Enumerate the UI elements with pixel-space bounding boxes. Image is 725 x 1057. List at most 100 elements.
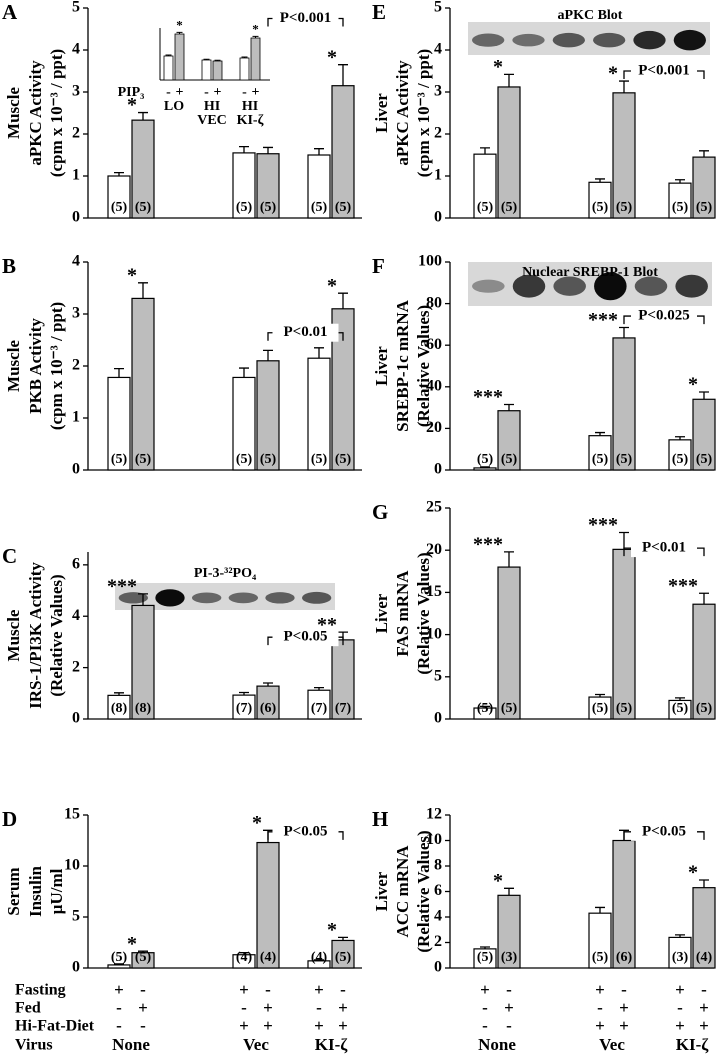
bracket-label-bg [272, 323, 339, 342]
condition-value: + [675, 980, 685, 999]
inset-bar [212, 60, 223, 81]
blot-band [118, 592, 148, 604]
n-label: (5) [592, 701, 609, 716]
inset-x-label: HI [204, 99, 220, 114]
condition-label: Fasting [15, 982, 66, 999]
y-axis-label: FAS mRNA [393, 570, 412, 657]
condition-value: - [316, 998, 322, 1017]
y-tick-label: 20 [426, 419, 442, 436]
bracket-label-bg [272, 628, 339, 647]
inset-error-bar [214, 59, 221, 61]
significance-star: * [493, 56, 503, 78]
inset-x-label: + [176, 85, 184, 100]
condition-value: + [595, 980, 605, 999]
bracket-label-bg [631, 822, 697, 841]
y-tick-label: 15 [64, 806, 80, 823]
inset-x-label: - [204, 85, 209, 100]
y-tick-label: 1 [434, 167, 442, 184]
virus-label: KI-ζ [315, 1035, 349, 1054]
n-label: (5) [616, 701, 633, 716]
n-label: (5) [260, 200, 277, 215]
n-label: (5) [236, 200, 253, 215]
y-tick-label: 4 [72, 607, 80, 624]
y-tick-label: 5 [72, 0, 80, 16]
y-tick-label: 0 [72, 959, 80, 976]
y-axis-label: Muscle [4, 340, 23, 392]
condition-value: - [241, 998, 247, 1017]
y-tick-label: 20 [426, 541, 442, 558]
significance-star: *** [588, 514, 618, 536]
n-label: (5) [592, 452, 609, 467]
error-bar [338, 64, 348, 86]
n-label: (5) [111, 950, 128, 965]
bracket-label-bg [631, 539, 697, 558]
inset-error-bar [241, 56, 248, 58]
inset-bar [250, 37, 261, 81]
condition-value: + [314, 1016, 324, 1035]
y-axis-label: Muscle [4, 87, 23, 139]
significance-star: *** [473, 533, 503, 555]
condition-value: + [595, 1016, 605, 1035]
n-label: (5) [236, 452, 253, 467]
bracket-label-bg [631, 307, 697, 326]
inset-bar [163, 55, 174, 81]
n-label: (5) [672, 200, 689, 215]
condition-value: - [340, 980, 346, 999]
n-label: (7) [311, 701, 328, 716]
y-axis-label: (Relative Values) [414, 830, 433, 952]
condition-value: - [506, 1016, 512, 1035]
n-label: (5) [135, 950, 152, 965]
error-bar [504, 73, 514, 87]
n-label: (6) [616, 950, 633, 965]
y-axis-label: Insulin [26, 865, 45, 917]
bar [107, 964, 131, 969]
y-tick-label: 10 [426, 625, 442, 642]
error-bar [114, 692, 124, 696]
y-tick-label: 3 [434, 83, 442, 100]
blot-band [634, 276, 668, 296]
y-tick-label: 0 [434, 209, 442, 226]
error-bar [480, 946, 490, 949]
significance-star: * [252, 812, 262, 834]
n-label: (4) [236, 950, 253, 965]
error-bar [675, 697, 685, 701]
panel-letter: G [372, 500, 388, 524]
n-label: (3) [501, 950, 518, 965]
inset-error-bar [203, 58, 210, 60]
n-label: (8) [135, 701, 152, 716]
condition-value: - [482, 1016, 488, 1035]
blot-band [552, 32, 585, 48]
y-tick-label: 6 [72, 556, 80, 573]
n-label: (5) [501, 452, 518, 467]
n-label: (4) [260, 950, 277, 965]
condition-value: - [621, 980, 627, 999]
blot-band [675, 274, 708, 298]
y-axis-label: (cpm x 10⁻³ / ppt) [47, 49, 66, 177]
blot-band [512, 33, 545, 47]
panel-letter: E [372, 0, 386, 24]
blot-band [633, 30, 666, 50]
n-label: (5) [616, 200, 633, 215]
bar [612, 839, 636, 969]
significance-star: * [327, 46, 337, 68]
significance-star: * [688, 374, 698, 396]
n-label: (5) [592, 950, 609, 965]
n-label: (5) [696, 701, 713, 716]
bracket-label-bg [631, 62, 697, 80]
condition-value: + [263, 998, 273, 1017]
inset-x-label: KI-ζ [237, 113, 264, 128]
y-axis-label: Serum [4, 867, 23, 915]
n-label: (5) [501, 200, 518, 215]
y-tick-label: 12 [426, 806, 442, 823]
n-label: (5) [311, 200, 328, 215]
condition-value: - [140, 980, 146, 999]
significance-label: P<0.001 [638, 62, 689, 78]
error-bar [504, 887, 514, 896]
y-axis-label: (cpm x 10⁻³ / ppt) [414, 49, 433, 177]
significance-label: P<0.01 [284, 324, 328, 340]
error-bar [239, 691, 249, 696]
significance-star: *** [473, 386, 503, 408]
y-tick-label: 10 [426, 831, 442, 848]
y-axis-label: IRS-1/PI3K Activity [26, 562, 45, 709]
n-label: (5) [135, 452, 152, 467]
